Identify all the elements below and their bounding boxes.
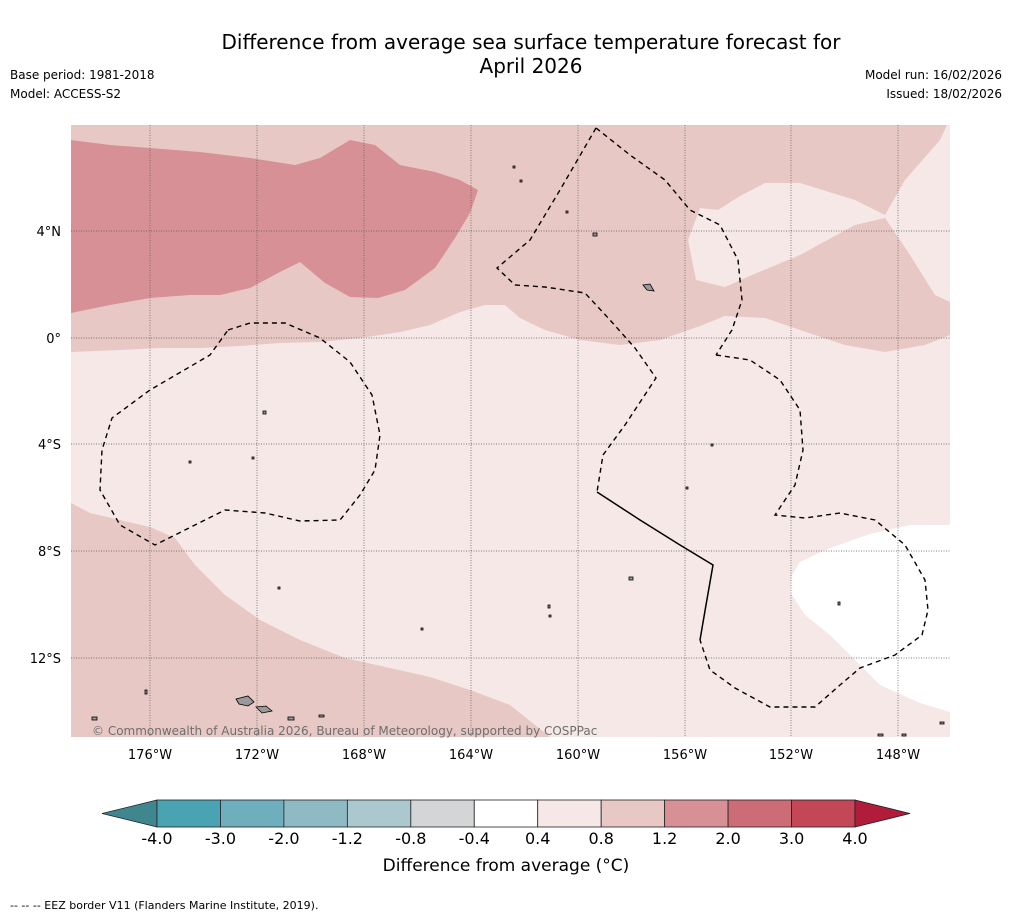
colorbar-tick-label: -3.0 bbox=[205, 829, 236, 848]
island-g bbox=[685, 486, 689, 490]
island-e bbox=[251, 456, 255, 460]
colorbar-segment bbox=[727, 799, 792, 828]
island-swains bbox=[91, 716, 98, 721]
colorbar-title: Difference from average (°C) bbox=[382, 856, 630, 876]
island-n bbox=[939, 721, 945, 725]
eez-borders bbox=[99, 127, 929, 708]
island-f bbox=[710, 443, 714, 447]
colorbar-tick-label: -0.8 bbox=[395, 829, 426, 848]
title-line-1: Difference from average sea surface temp… bbox=[221, 30, 841, 54]
colorbar-segment bbox=[220, 799, 285, 828]
sst-anomaly-map bbox=[71, 125, 950, 737]
island-j bbox=[420, 627, 424, 631]
colorbar-tick-label: 0.4 bbox=[525, 829, 550, 848]
colorbar-tick-label: 1.2 bbox=[652, 829, 677, 848]
colorbar-segment bbox=[664, 799, 729, 828]
island-fanning bbox=[592, 232, 598, 237]
band-0-8-1-2-south bbox=[71, 503, 550, 737]
island-i bbox=[548, 614, 552, 618]
lon-label: 168°W bbox=[342, 748, 386, 763]
colorbar-segment bbox=[283, 799, 348, 828]
map-title: Difference from average sea surface temp… bbox=[0, 30, 1011, 78]
model-run: Model run: 16/02/2026 bbox=[864, 68, 1002, 82]
colorbar-segment bbox=[600, 799, 666, 828]
colorbar-segment bbox=[410, 799, 475, 828]
lon-label: 172°W bbox=[235, 748, 279, 763]
island-k bbox=[277, 586, 281, 590]
longitude-labels: 176°W 172°W 168°W 164°W 160°W 156°W 152°W 148°W bbox=[128, 748, 920, 763]
band-white-southeast bbox=[790, 525, 950, 712]
island-a bbox=[512, 165, 516, 169]
colorbar-segment bbox=[346, 799, 412, 828]
model-name: Model: ACCESS-S2 bbox=[10, 87, 122, 101]
colorbar-tick-label: -2.0 bbox=[268, 829, 299, 848]
colorbar: -4.0 -3.0 -2.0 -1.2 -0.8 -0.4 0.4 0.8 1.2 2.0 3.0 4… bbox=[101, 799, 911, 848]
colorbar-tick-label: 0.8 bbox=[588, 829, 613, 848]
lon-label: 176°W bbox=[128, 748, 172, 763]
island-christmas bbox=[642, 283, 655, 292]
island-c bbox=[565, 210, 569, 214]
island-samoa-savaii bbox=[235, 695, 255, 707]
lat-label: 4°S bbox=[38, 438, 61, 453]
colorbar-segment bbox=[473, 799, 539, 828]
island-m bbox=[901, 733, 907, 737]
eez-solid-border bbox=[596, 491, 714, 641]
meta-right: Model run: 16/02/2026 Issued: 18/02/2026 bbox=[865, 66, 1002, 104]
island-manua bbox=[318, 714, 325, 718]
lat-label: 8°S bbox=[38, 545, 61, 560]
island-southeast bbox=[877, 733, 884, 737]
island-starbuck bbox=[262, 410, 267, 415]
colorbar-extend-high bbox=[854, 799, 911, 828]
eez-kiribati-line-north bbox=[595, 127, 743, 356]
island-jarvis bbox=[144, 689, 148, 695]
lon-label: 152°W bbox=[769, 748, 813, 763]
colorbar-segment bbox=[537, 799, 602, 828]
island-malden bbox=[628, 576, 634, 581]
latitude-labels: 4°N 0° 4°S 8°S 12°S bbox=[30, 225, 61, 667]
colorbar-tick-label: 3.0 bbox=[779, 829, 804, 848]
colorbar-tick-label: 4.0 bbox=[842, 829, 867, 848]
lon-label: 164°W bbox=[449, 748, 493, 763]
island-d bbox=[188, 460, 192, 464]
lat-label: 12°S bbox=[30, 652, 61, 667]
colorbar-tick-label: -4.0 bbox=[141, 829, 172, 848]
copyright-notice: © Commonwealth of Australia 2026, Bureau… bbox=[92, 724, 598, 738]
colorbar-tick-label: -1.2 bbox=[332, 829, 363, 848]
eez-legend-note: -- -- -- EEZ border V11 (Flanders Marine… bbox=[10, 899, 319, 912]
lon-label: 160°W bbox=[556, 748, 600, 763]
island-l bbox=[837, 601, 841, 606]
colorbar-extend-low bbox=[101, 799, 158, 828]
island-samoa-upolu bbox=[255, 705, 273, 714]
band-1-2-2-0-north bbox=[71, 140, 478, 313]
gridlines bbox=[71, 125, 950, 737]
lat-label: 0° bbox=[46, 332, 61, 347]
eez-kiribati-line-west bbox=[495, 127, 657, 493]
issued-date: Issued: 18/02/2026 bbox=[886, 87, 1002, 101]
colorbar-tick-label: -0.4 bbox=[459, 829, 490, 848]
island-tutuila bbox=[287, 716, 295, 721]
base-period: Base period: 1981-2018 bbox=[10, 68, 155, 82]
colorbar-segment bbox=[156, 799, 221, 828]
title-line-2: April 2026 bbox=[479, 54, 583, 78]
lon-label: 156°W bbox=[663, 748, 707, 763]
colorbar-segment bbox=[791, 799, 856, 828]
island-b bbox=[519, 179, 523, 183]
meta-left: Base period: 1981-2018 Model: ACCESS-S2 bbox=[10, 66, 155, 104]
eez-kiribati-phoenix bbox=[99, 322, 381, 546]
eez-cook-islands bbox=[699, 354, 929, 708]
lat-label: 4°N bbox=[37, 225, 62, 240]
island-h bbox=[547, 604, 551, 609]
lon-label: 148°W bbox=[876, 748, 920, 763]
colorbar-tick-label: 2.0 bbox=[715, 829, 740, 848]
islands bbox=[91, 165, 945, 737]
